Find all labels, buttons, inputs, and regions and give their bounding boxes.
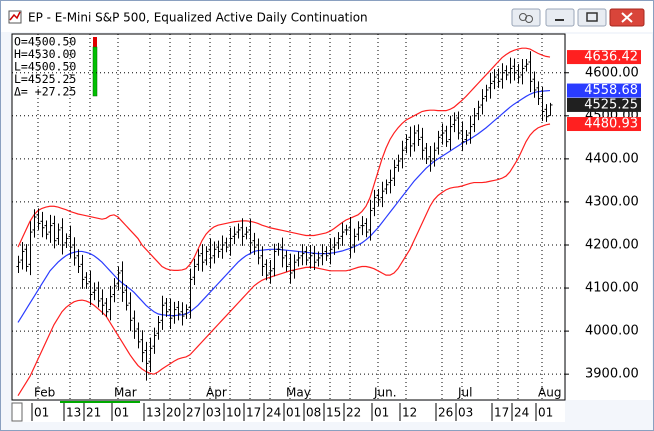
x-tick-label: 13 <box>66 406 81 420</box>
change-indicator <box>92 37 98 97</box>
x-tick-label: 13 <box>146 406 161 420</box>
restore-button[interactable] <box>577 8 607 27</box>
month-label: Apr <box>206 386 227 400</box>
info-line: O=4500.50 <box>14 35 76 49</box>
price-tag-label: 4525.25 <box>584 97 638 112</box>
indicator-line <box>17 123 551 397</box>
price-tag-label: 4480.93 <box>584 117 638 132</box>
month-label: May <box>286 386 311 400</box>
price-tag-label: 4636.42 <box>584 50 638 65</box>
x-tick-label: 24 <box>266 406 281 420</box>
month-label: Jun. <box>373 386 397 400</box>
x-tick-label: 15 <box>326 406 341 420</box>
x-tick-label: 20 <box>166 406 181 420</box>
link-button[interactable] <box>511 8 541 27</box>
title-bar <box>1 1 653 32</box>
price-tag <box>567 83 641 98</box>
x-tick-label: 10 <box>226 406 241 420</box>
x-tick-label: 08 <box>306 406 321 420</box>
price-tag <box>567 50 641 65</box>
x-tick-label: 01 <box>34 406 49 420</box>
month-label: Mar <box>114 386 137 400</box>
minimize-button[interactable] <box>545 8 575 27</box>
close-button[interactable] <box>609 8 645 27</box>
window-title: EP - E-Mini S&P 500, Equalized Active Da… <box>28 11 368 25</box>
price-tag <box>567 117 641 132</box>
x-tick-label: 24 <box>514 406 529 420</box>
x-tick-label: 01 <box>114 406 129 420</box>
y-tick-label: 4600.00 <box>585 65 639 80</box>
scroll-handle[interactable] <box>11 402 23 422</box>
info-line: Δ= +27.25 <box>14 85 76 99</box>
month-label: Feb <box>34 386 55 400</box>
x-tick-label: 17 <box>246 406 261 420</box>
indicator-line <box>17 89 551 323</box>
info-line: H=4530.00 <box>14 47 76 61</box>
y-tick-label: 4100.00 <box>585 281 639 296</box>
y-tick-label: 4300.00 <box>585 194 639 209</box>
y-tick-label: 4400.00 <box>585 151 639 166</box>
y-tick-label: 3900.00 <box>585 367 639 382</box>
app-icon <box>8 10 22 24</box>
date-axis-area <box>12 401 565 422</box>
x-tick-label: 03 <box>458 406 473 420</box>
x-tick-label: 26 <box>438 406 453 420</box>
x-tick-label: 01 <box>538 406 553 420</box>
x-tick-label: 21 <box>86 406 101 420</box>
y-tick-label: 4000.00 <box>585 324 639 339</box>
price-tag <box>567 97 641 112</box>
chart-layer: O=4500.50H=4530.00L=4500.50L=4525.25Δ= +… <box>12 34 641 421</box>
info-line: L=4500.50 <box>14 60 76 74</box>
plot-area <box>11 33 566 401</box>
x-tick-label: 27 <box>186 406 201 420</box>
info-line: L=4525.25 <box>14 72 76 86</box>
month-label: Jul <box>457 386 472 400</box>
x-tick-label: 03 <box>206 406 221 420</box>
x-tick-label: 12 <box>402 406 417 420</box>
price-tag-label: 4558.68 <box>584 83 638 98</box>
x-tick-label: 01 <box>374 406 389 420</box>
x-tick-label: 01 <box>286 406 301 420</box>
month-label: Aug <box>538 386 561 400</box>
y-tick-label: 4200.00 <box>585 237 639 252</box>
x-tick-label: 17 <box>494 406 509 420</box>
x-tick-label: 22 <box>346 406 361 420</box>
indicator-line <box>17 47 551 271</box>
